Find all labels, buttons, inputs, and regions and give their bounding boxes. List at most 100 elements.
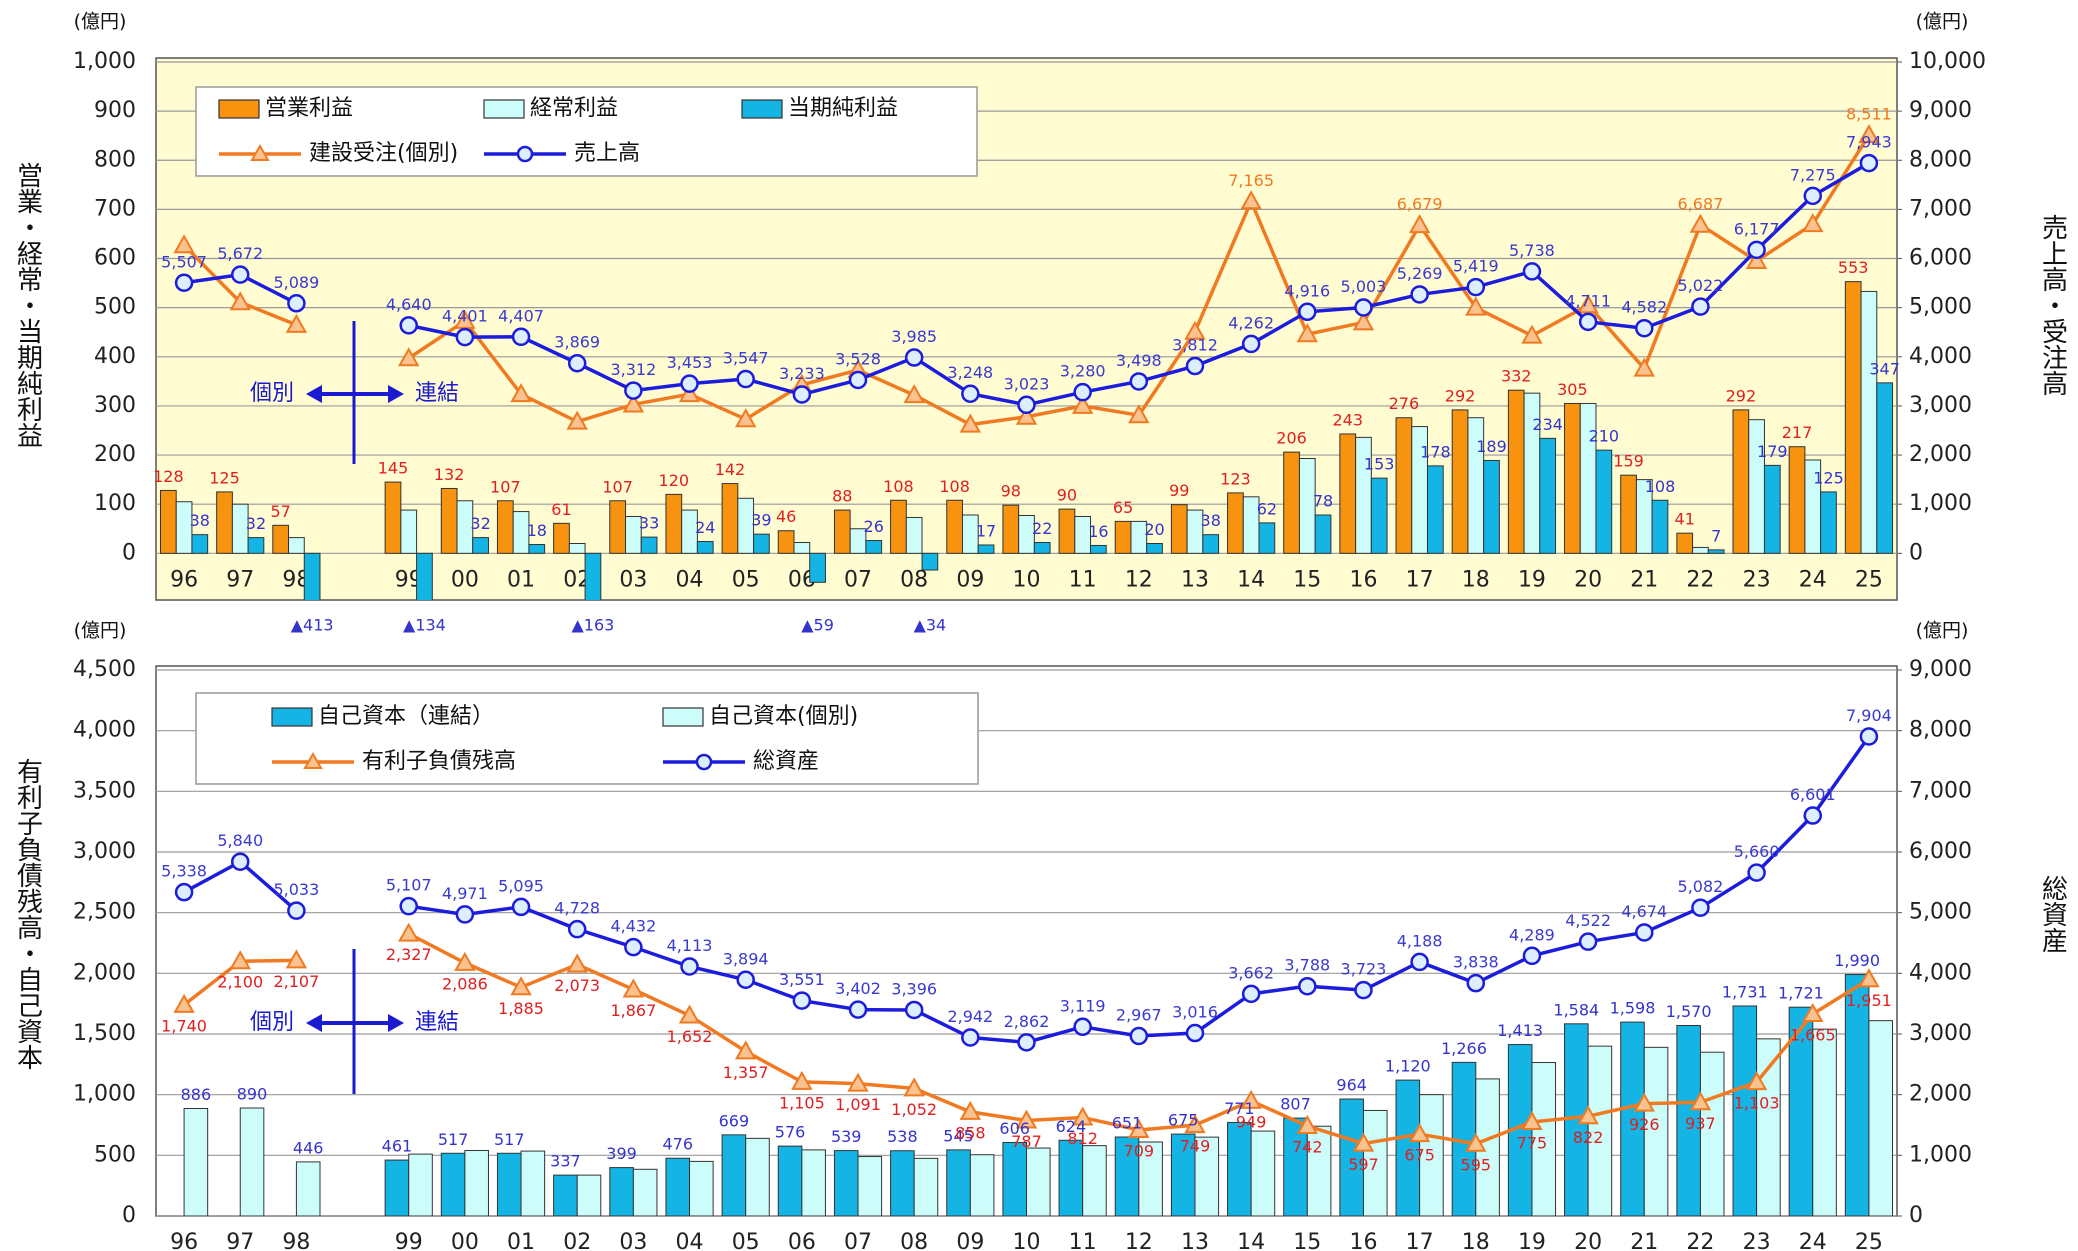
marker — [622, 393, 645, 413]
y-tick-label: 3,500 — [73, 778, 136, 803]
data-label: 123 — [1220, 469, 1251, 488]
bar — [961, 514, 979, 554]
bar — [721, 483, 739, 554]
data-label: ▲163 — [572, 616, 615, 635]
marker — [399, 896, 418, 916]
bar — [1676, 532, 1694, 554]
data-label: 3,547 — [723, 349, 769, 368]
bar — [625, 515, 642, 554]
marker — [1747, 863, 1766, 882]
marker — [1522, 946, 1542, 966]
data-label: 749 — [1180, 1137, 1211, 1156]
data-label: 39 — [751, 511, 771, 530]
data-label: 476 — [662, 1135, 693, 1154]
bar — [977, 544, 995, 554]
y2-tick-label: 3,000 — [1909, 1021, 1972, 1046]
x-tick-label: 00 — [451, 1230, 479, 1251]
data-label: 4,188 — [1397, 931, 1443, 950]
data-label: 17 — [976, 521, 996, 540]
data-label: 1,731 — [1722, 982, 1768, 1001]
y-tick-label: 1,000 — [73, 1082, 136, 1107]
marker — [1465, 296, 1487, 316]
annotation: 連結 — [415, 1010, 459, 1035]
y2-tick-label: 0 — [1909, 540, 1923, 565]
x-tick-label: 22 — [1686, 567, 1714, 592]
bar — [609, 500, 627, 554]
marker — [1578, 932, 1598, 951]
data-label: 3,838 — [1453, 953, 1499, 972]
data-label: 3,551 — [779, 970, 825, 989]
bar — [1419, 1094, 1444, 1216]
data-label: 1,951 — [1846, 991, 1892, 1010]
marker — [734, 408, 757, 428]
marker — [230, 265, 250, 284]
y2-tick-label: 2,000 — [1909, 442, 1972, 467]
y-tick-label: 4,000 — [73, 718, 136, 743]
x-tick-label: 99 — [395, 1230, 423, 1251]
data-label: 7,943 — [1846, 133, 1892, 152]
bar — [440, 1152, 466, 1216]
marker — [622, 978, 645, 998]
marker — [229, 291, 251, 311]
marker — [904, 348, 924, 367]
y2-tick-label: 7,000 — [1909, 778, 1972, 803]
bar — [777, 1145, 803, 1216]
legend-swatch — [483, 99, 525, 119]
x-tick-label: 11 — [1069, 567, 1097, 592]
data-label: 399 — [606, 1144, 637, 1163]
y2-tick-label: 6,000 — [1909, 246, 1972, 271]
data-label: 7,275 — [1790, 165, 1836, 184]
marker — [1691, 297, 1710, 316]
data-label: 675 — [1168, 1111, 1199, 1130]
marker — [1352, 1132, 1375, 1152]
marker — [287, 294, 306, 313]
data-label: 1,091 — [835, 1095, 881, 1114]
x-tick-label: 13 — [1181, 1230, 1209, 1251]
marker — [1859, 727, 1879, 746]
data-label: 210 — [1589, 427, 1620, 446]
marker — [736, 970, 755, 990]
data-label: 2,942 — [947, 1007, 993, 1026]
marker — [903, 384, 925, 404]
marker — [1241, 334, 1261, 354]
bar-group — [183, 974, 1894, 1216]
data-label: 886 — [181, 1085, 212, 1104]
marker — [792, 385, 812, 404]
data-label: 1,740 — [161, 1016, 207, 1035]
data-label: 1,584 — [1553, 1000, 1599, 1019]
x-tick-label: 17 — [1406, 1230, 1434, 1251]
bar — [777, 530, 795, 554]
x-tick-label: 08 — [900, 567, 928, 592]
bar — [472, 537, 489, 554]
marker — [1015, 405, 1038, 425]
data-label: 88 — [832, 487, 852, 506]
data-label: 3,723 — [1341, 960, 1387, 979]
data-label: 709 — [1124, 1141, 1155, 1160]
marker — [1858, 968, 1880, 988]
bar — [890, 499, 907, 554]
y-tick-label: 100 — [94, 491, 136, 516]
data-label: 3,894 — [723, 949, 769, 968]
bar — [496, 1152, 522, 1216]
arrow-head — [388, 385, 404, 403]
marker — [1747, 240, 1766, 260]
bar — [1339, 433, 1357, 554]
bar — [969, 1154, 995, 1216]
y2-tick-label: 5,000 — [1909, 295, 1972, 320]
marker — [1296, 1114, 1319, 1134]
marker — [1185, 1023, 1205, 1043]
data-label: 7 — [1711, 526, 1721, 545]
bar — [1258, 522, 1276, 554]
y-tick-label: 1,500 — [73, 1021, 136, 1046]
x-tick-label: 25 — [1855, 567, 1883, 592]
x-tick-label: 15 — [1293, 1230, 1321, 1251]
bar — [1707, 549, 1725, 554]
marker — [1017, 1033, 1036, 1052]
y2-tick-label: 0 — [1909, 1203, 1923, 1228]
data-label: 8,511 — [1846, 105, 1892, 124]
bar — [1643, 1046, 1669, 1216]
bar — [1844, 974, 1870, 1216]
x-tick-label: 11 — [1069, 1230, 1097, 1251]
data-label: 3,498 — [1116, 351, 1162, 370]
marker — [791, 1070, 813, 1090]
